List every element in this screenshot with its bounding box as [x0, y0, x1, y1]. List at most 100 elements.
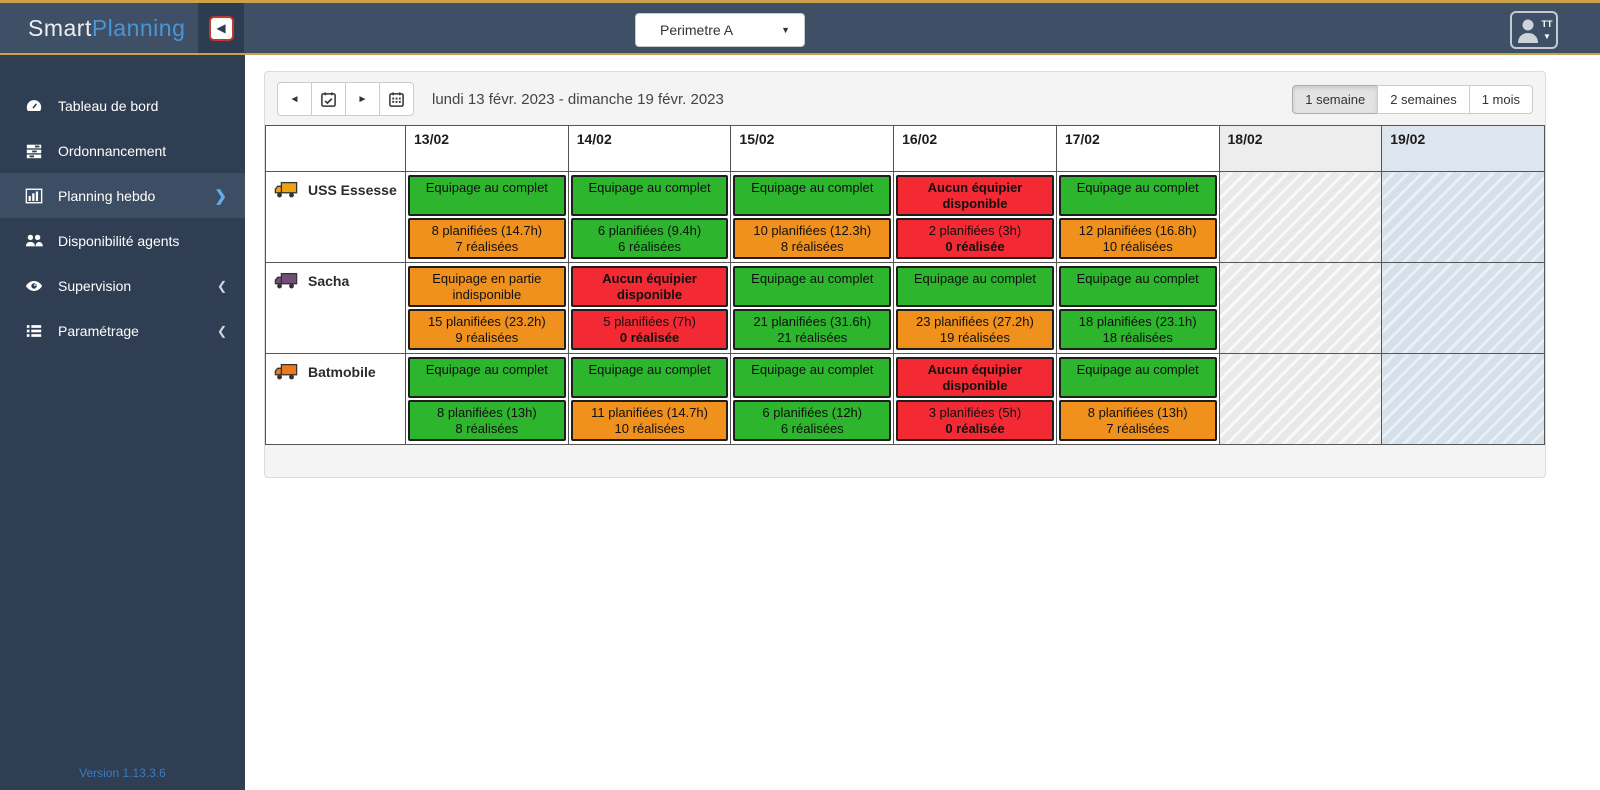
date-nav-group: ◄ ► [277, 82, 414, 116]
day-cell: Equipage au complet 8 planifiées (13h) 7… [1055, 353, 1220, 445]
day-cell: Equipage au complet 6 planifiées (9.4h) … [567, 171, 732, 263]
day-cell: Equipage au complet 23 planifiées (27.2h… [893, 262, 1057, 354]
day-cell: Equipage au complet 6 planifiées (12h) 6… [730, 353, 895, 445]
user-menu[interactable]: TT ▼ [1510, 11, 1558, 49]
crew-status-text: Equipage au complet [588, 180, 711, 195]
sidebar-item-parametrage[interactable]: Paramétrage ❮ [0, 308, 245, 353]
vehicle-name: USS Essesse [308, 182, 397, 198]
next-period-button[interactable]: ► [345, 82, 380, 116]
missions-stats-cell[interactable]: 6 planifiées (9.4h) 6 réalisées [570, 218, 729, 259]
crew-status-cell[interactable]: Equipage en partie indisponible [408, 266, 566, 307]
crew-status-cell[interactable]: Equipage au complet [733, 357, 892, 398]
vehicle-label-cell: Batmobile [265, 353, 406, 445]
missions-stats-cell[interactable]: 21 planifiées (31.6h) 21 réalisées [733, 309, 892, 350]
day-header: 19/02 [1381, 125, 1545, 172]
view-2-weeks-button[interactable]: 2 semaines [1377, 84, 1470, 114]
crew-status-cell[interactable]: Aucun équipier disponible [896, 357, 1054, 398]
missions-stats-cell[interactable]: 15 planifiées (23.2h) 9 réalisées [408, 309, 566, 350]
crew-status-cell[interactable]: Equipage au complet [733, 175, 892, 216]
crew-status-cell[interactable]: Equipage au complet [408, 175, 566, 216]
missions-stats-cell[interactable]: 10 planifiées (12.3h) 8 réalisées [733, 218, 892, 259]
missions-stats-cell[interactable]: 5 planifiées (7h) 0 réalisée [570, 309, 729, 350]
perimeter-dropdown[interactable]: Perimetre A ▼ [635, 13, 805, 47]
sidebar-item-supervision[interactable]: Supervision ❮ [0, 263, 245, 308]
done-count: 6 réalisées [618, 238, 681, 254]
missions-stats-cell[interactable]: 8 planifiées (14.7h) 7 réalisées [408, 218, 566, 259]
day-header: 18/02 [1218, 125, 1383, 172]
crew-status-cell[interactable]: Equipage au complet [570, 357, 729, 398]
view-1-month-button[interactable]: 1 mois [1468, 84, 1533, 114]
crew-status-text: Equipage au complet [588, 362, 711, 377]
planned-count: 3 planifiées (5h) [928, 404, 1022, 420]
sidebar: Tableau de bord Ordonnancement Planning … [0, 55, 245, 790]
crew-status-cell[interactable]: Equipage au complet [1058, 357, 1217, 398]
missions-stats-cell[interactable]: 3 planifiées (5h) 0 réalisée [896, 400, 1054, 441]
crew-status-cell[interactable]: Equipage au complet [733, 266, 892, 307]
planning-panel: ◄ ► lundi 13 févr. 2023 - dimanche 19 fé… [264, 71, 1546, 478]
missions-stats-cell[interactable]: 18 planifiées (23.1h) 18 réalisées [1058, 309, 1217, 350]
previous-period-button[interactable]: ◄ [277, 82, 312, 116]
vehicle-name: Sacha [308, 273, 350, 289]
crew-status-text: Equipage au complet [1076, 362, 1199, 377]
done-count: 7 réalisées [1106, 420, 1170, 436]
crew-status-text: Equipage au complet [751, 180, 874, 195]
app-logo: Smart Planning [0, 3, 198, 53]
planned-count: 18 planifiées (23.1h) [1078, 313, 1197, 329]
planning-toolbar: ◄ ► lundi 13 févr. 2023 - dimanche 19 fé… [265, 72, 1545, 125]
planned-count: 8 planifiées (14.7h) [431, 222, 543, 238]
missions-stats-cell[interactable]: 23 planifiées (27.2h) 19 réalisées [896, 309, 1054, 350]
crew-status-cell[interactable]: Aucun équipier disponible [896, 175, 1054, 216]
crew-status-cell[interactable]: Equipage au complet [1058, 175, 1217, 216]
sidebar-toggle-button[interactable]: ◀ [198, 3, 244, 53]
missions-stats-cell[interactable]: 6 planifiées (12h) 6 réalisées [733, 400, 892, 441]
vehicle-row: Batmobile Equipage au complet 8 planifié… [265, 353, 1545, 445]
sidebar-item-label: Paramétrage [58, 322, 139, 339]
truck-icon [274, 363, 298, 380]
brand-part-1: Smart [28, 14, 92, 41]
dashboard-icon [25, 97, 43, 115]
crew-status-cell[interactable]: Equipage au complet [408, 357, 566, 398]
missions-stats-cell[interactable]: 2 planifiées (3h) 0 réalisée [896, 218, 1054, 259]
collapse-sidebar-icon: ◀ [208, 15, 234, 41]
crew-status-cell[interactable]: Equipage au complet [896, 266, 1054, 307]
crew-status-text: Aucun équipier disponible [927, 362, 1023, 393]
vehicle-name: Batmobile [308, 364, 376, 380]
missions-stats-cell[interactable]: 8 planifiées (13h) 7 réalisées [1058, 400, 1217, 441]
planning-header-row: 13/02 14/02 15/02 16/02 17/02 18/02 19/02 [265, 125, 1545, 172]
crew-status-text: Equipage au complet [425, 362, 548, 377]
day-header: 14/02 [567, 125, 732, 172]
sidebar-item-tableau-de-bord[interactable]: Tableau de bord [0, 83, 245, 128]
planned-count: 15 planifiées (23.2h) [427, 313, 546, 329]
day-cell: Equipage en partie indisponible 15 plani… [405, 262, 569, 354]
weekend-cell [1218, 171, 1383, 263]
vehicle-row: Sacha Equipage en partie indisponible 15… [265, 262, 1545, 354]
users-icon [25, 232, 43, 250]
crew-status-text: Equipage au complet [913, 271, 1037, 286]
missions-stats-cell[interactable]: 8 planifiées (13h) 8 réalisées [408, 400, 566, 441]
planned-count: 6 planifiées (12h) [762, 404, 863, 420]
weekend-cell [1381, 353, 1545, 445]
tasks-icon [25, 142, 43, 160]
sidebar-item-disponibilite-agents[interactable]: Disponibilité agents [0, 218, 245, 263]
planned-count: 10 planifiées (12.3h) [753, 222, 872, 238]
day-cell: Equipage au complet 8 planifiées (14.7h)… [405, 171, 569, 263]
crew-status-cell[interactable]: Equipage au complet [570, 175, 729, 216]
view-1-week-button[interactable]: 1 semaine [1292, 84, 1379, 114]
choose-date-button[interactable] [379, 82, 414, 116]
planned-count: 2 planifiées (3h) [928, 222, 1022, 238]
chevron-down-icon: ❮ [216, 278, 227, 293]
sidebar-item-planning-hebdo[interactable]: Planning hebdo ❯ [0, 173, 245, 218]
day-header: 13/02 [405, 125, 569, 172]
crew-status-text: Aucun équipier disponible [602, 271, 697, 302]
sidebar-item-ordonnancement[interactable]: Ordonnancement [0, 128, 245, 173]
day-cell: Aucun équipier disponible 3 planifiées (… [893, 353, 1057, 445]
crew-status-text: Equipage au complet [751, 271, 874, 286]
day-cell: Equipage au complet 10 planifiées (12.3h… [730, 171, 895, 263]
missions-stats-cell[interactable]: 12 planifiées (16.8h) 10 réalisées [1058, 218, 1217, 259]
user-initials: TT [1541, 18, 1553, 29]
sidebar-item-label: Tableau de bord [58, 97, 159, 114]
today-button[interactable] [311, 82, 346, 116]
crew-status-cell[interactable]: Equipage au complet [1058, 266, 1217, 307]
crew-status-cell[interactable]: Aucun équipier disponible [570, 266, 729, 307]
missions-stats-cell[interactable]: 11 planifiées (14.7h) 10 réalisées [570, 400, 729, 441]
